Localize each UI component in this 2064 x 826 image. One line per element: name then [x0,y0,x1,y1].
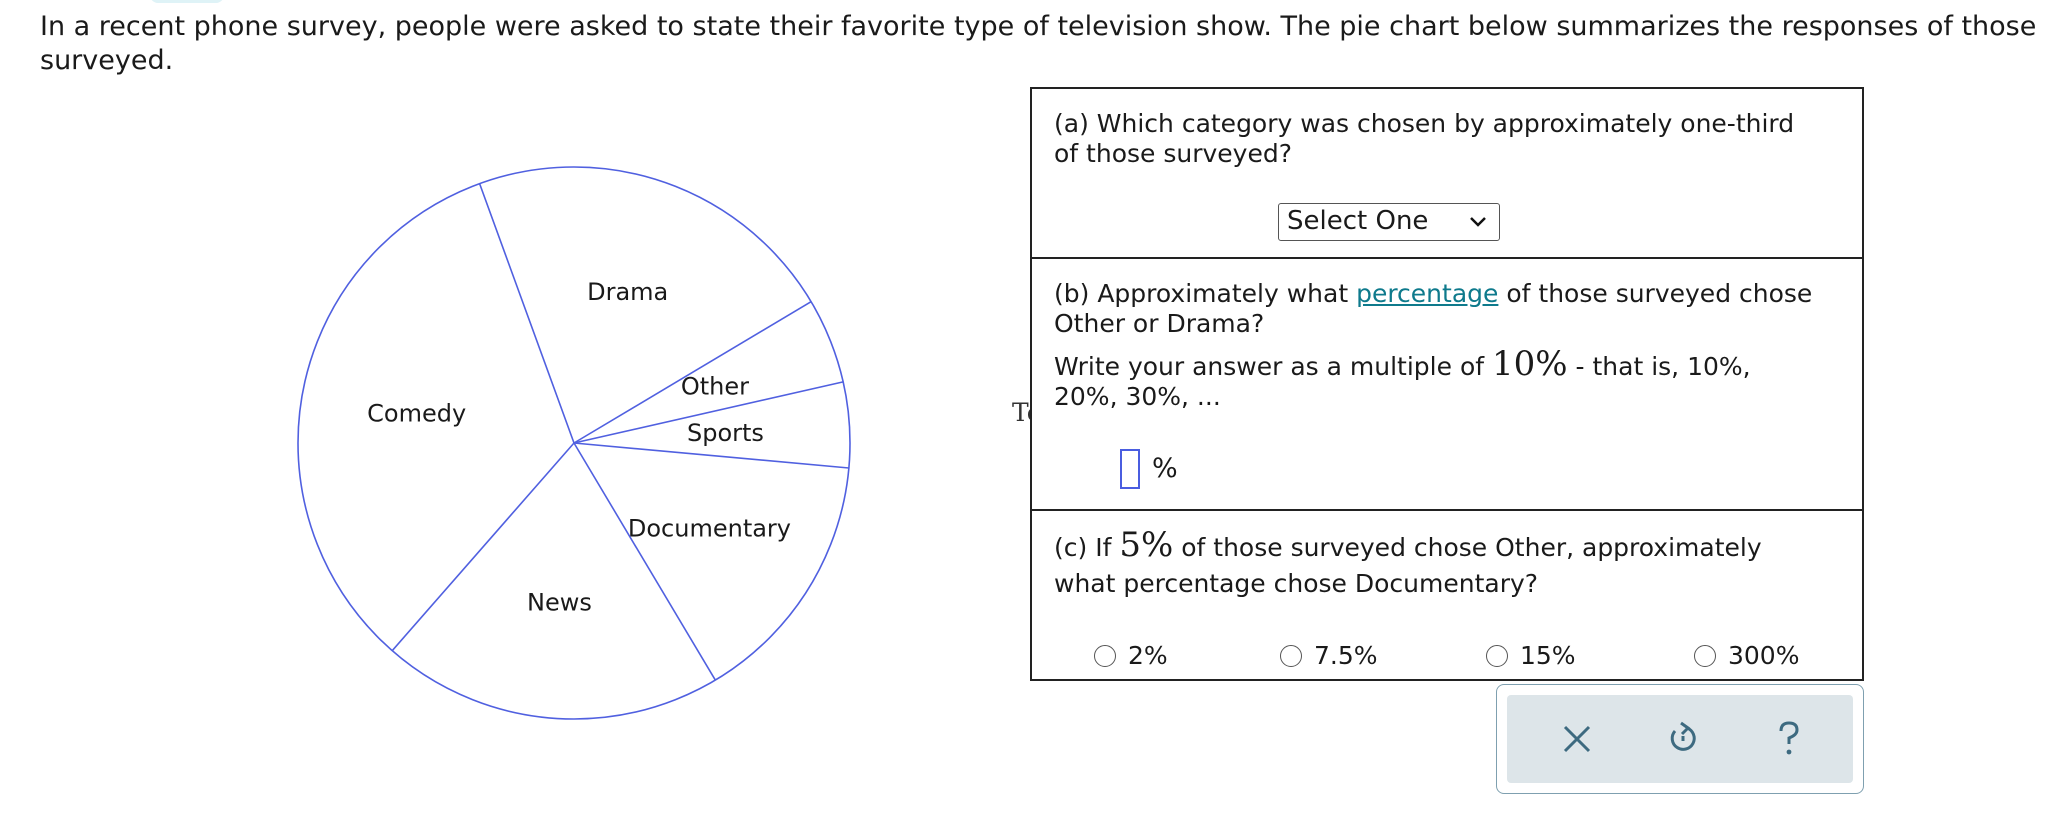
option-300-percent[interactable]: 300% [1694,641,1799,670]
percentage-input[interactable] [1120,449,1140,489]
answer-toolbar [1496,684,1864,794]
question-c-math: 5% [1119,525,1174,565]
option-label: 300% [1728,641,1800,670]
option-label: 2% [1128,641,1168,670]
question-b-prefix: (b) Approximately what [1054,279,1357,308]
pie-slice-label: Sports [687,419,764,447]
instruction-math: 10% [1492,344,1568,384]
question-c-suffix: of those surveyed chose Other, approxima… [1054,533,1762,598]
instruction-suffix: - that is, 10%, 20%, 30%, ... [1054,352,1751,411]
pie-slice-edge [573,381,844,444]
percentage-link[interactable]: percentage [1356,279,1499,308]
question-b-text: (b) Approximately what percentage of tho… [1054,279,1822,339]
help-icon[interactable] [1767,717,1811,761]
question-c-prefix: (c) If [1054,533,1120,562]
question-c-text: (c) If 5% of those surveyed chose Other,… [1054,527,1822,602]
category-select[interactable]: Select One [1278,203,1500,241]
toolbar-body [1507,695,1853,783]
question-panel: (a) Which category was chosen by approxi… [1030,87,1864,681]
option-2-percent[interactable]: 2% [1094,641,1168,670]
pie-slice-edge [573,300,812,444]
option-label: 7.5% [1314,641,1378,670]
option-label: 15% [1520,641,1576,670]
radio-circle[interactable] [1486,644,1508,667]
pie-chart: Drama Other Sports Documentary News Comedy [297,166,851,720]
pie-slice-label: Other [681,373,749,401]
percent-unit: % [1152,453,1178,484]
undo-icon[interactable] [1661,717,1705,761]
question-b-instruction: Write your answer as a multiple of 10% -… [1054,347,1822,412]
pie-slice-label: Comedy [367,400,466,428]
instruction-prefix: Write your answer as a multiple of [1054,352,1492,381]
chevron-down-icon [1470,217,1486,227]
question-c: (c) If 5% of those surveyed chose Other,… [1032,511,1862,681]
intro-text: In a recent phone survey, people were as… [40,11,2037,76]
radio-circle[interactable] [1280,644,1302,667]
pie-slice-edge [573,442,717,681]
pie-slice-edge [391,442,575,652]
question-a-text: (a) Which category was chosen by approxi… [1054,109,1795,168]
pie-slice-label: Documentary [628,514,791,542]
question-b-suffix: of those surveyed chose Other or Drama? [1054,279,1813,338]
option-7-5-percent[interactable]: 7.5% [1280,641,1378,670]
close-icon[interactable] [1555,717,1599,761]
pie-slice-label: News [527,588,592,616]
pie-slice-label: Drama [587,278,668,306]
radio-circle[interactable] [1694,644,1716,667]
top-tab-stub [150,0,224,3]
category-select-value: Select One [1287,206,1429,236]
option-15-percent[interactable]: 15% [1486,641,1576,670]
pie-slice-edge [573,442,849,469]
question-b: (b) Approximately what percentage of tho… [1032,259,1862,511]
pie-slice-edge [478,183,575,444]
radio-circle[interactable] [1094,644,1116,667]
question-a: (a) Which category was chosen by approxi… [1032,89,1862,259]
